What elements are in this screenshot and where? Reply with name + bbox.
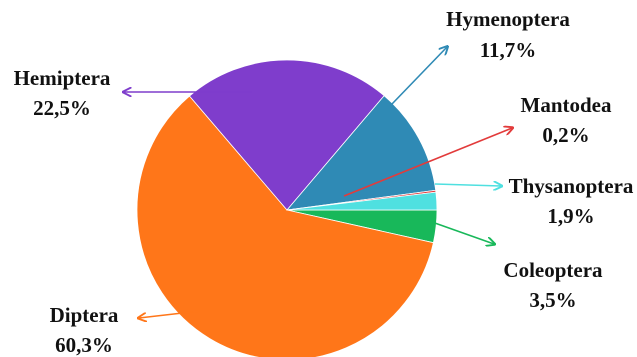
label-diptera: Diptera 60,3% [50, 303, 119, 357]
pie-slices [136, 59, 438, 357]
slice-value-label: 0,2% [542, 123, 589, 147]
pie-slice-hymenoptera [286, 95, 437, 211]
pie-slice-hemiptera [188, 59, 385, 211]
slice-value-label: 11,7% [480, 38, 537, 62]
leader-arrow-coleoptera [431, 221, 494, 244]
label-thysanoptera: Thysanoptera 1,9% [509, 174, 634, 228]
leader-arrow-hymenoptera [391, 47, 447, 105]
slice-value-label: 3,5% [529, 288, 576, 312]
label-hymenoptera: Hymenoptera 11,7% [446, 7, 570, 62]
slice-value-label: 60,3% [55, 333, 113, 357]
label-hemiptera: Hemiptera 22,5% [14, 66, 111, 120]
slice-value-label: 1,9% [547, 204, 594, 228]
leader-arrow-mantodea [343, 128, 512, 197]
leader-arrow-diptera [139, 310, 201, 318]
slice-value-label: 22,5% [33, 96, 91, 120]
slice-name-label: Hymenoptera [446, 7, 570, 31]
leader-arrow-thysanoptera [434, 184, 501, 186]
pie-slice-diptera [136, 95, 434, 357]
leader-arrows [124, 47, 512, 318]
slice-name-label: Diptera [50, 303, 119, 327]
slice-name-label: Thysanoptera [509, 174, 634, 198]
slice-name-label: Coleoptera [503, 258, 603, 282]
slice-name-label: Hemiptera [14, 66, 111, 90]
label-coleoptera: Coleoptera 3,5% [503, 258, 603, 312]
pie-slice-thysanoptera [286, 191, 438, 211]
slice-name-label: Mantodea [521, 93, 612, 117]
label-mantodea: Mantodea 0,2% [521, 93, 612, 147]
